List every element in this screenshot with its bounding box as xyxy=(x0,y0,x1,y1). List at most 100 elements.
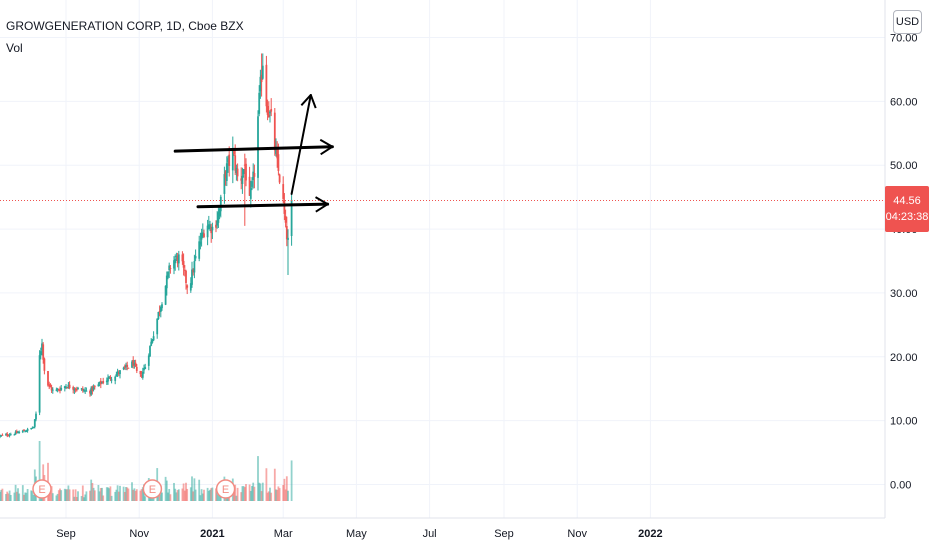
volume-bar xyxy=(275,489,277,501)
volume-bar xyxy=(141,487,144,501)
volume-bar xyxy=(132,489,135,501)
candle xyxy=(260,53,263,97)
candle xyxy=(201,223,204,238)
candle xyxy=(216,211,219,229)
volume-bar xyxy=(191,476,193,501)
volume-indicator-label[interactable]: Vol xyxy=(6,41,23,55)
volume-bar xyxy=(283,478,286,501)
candle xyxy=(175,252,178,262)
volume-bar xyxy=(193,478,196,501)
volume-bar xyxy=(161,492,163,501)
currency-button[interactable]: USD xyxy=(893,10,922,34)
candle xyxy=(57,388,60,392)
volume-bar xyxy=(25,492,28,501)
candle xyxy=(23,429,25,432)
candle xyxy=(74,387,77,393)
y-tick-label: 10.00 xyxy=(890,416,918,428)
volume-bar xyxy=(278,488,281,501)
volume-bar xyxy=(177,489,180,501)
candle xyxy=(284,209,287,228)
volume-bar xyxy=(252,482,255,501)
candle xyxy=(141,367,144,380)
trend-drawings[interactable] xyxy=(173,93,334,213)
candle xyxy=(241,167,244,194)
volume-bar xyxy=(32,494,35,501)
volume-bar xyxy=(251,486,253,501)
candle xyxy=(60,385,63,392)
volume-bar xyxy=(81,485,84,501)
candle xyxy=(98,381,101,387)
volume-bar xyxy=(234,484,237,501)
earnings-marker: E xyxy=(215,479,236,499)
last-price-tag: 44.56 04:23:38 xyxy=(885,186,929,232)
candle xyxy=(191,261,193,288)
candle xyxy=(206,219,209,246)
volume-bar xyxy=(109,486,112,501)
candle xyxy=(267,101,270,118)
volume-bar xyxy=(85,491,88,501)
volume-bar xyxy=(24,492,27,501)
volume-bar xyxy=(248,484,251,501)
candle xyxy=(115,371,118,377)
x-tick-label: Sep xyxy=(56,528,76,540)
earnings-marker: E xyxy=(32,479,52,499)
candle xyxy=(251,177,253,191)
volume-bar xyxy=(199,495,202,501)
candle xyxy=(119,370,121,379)
y-tick-label: 50.00 xyxy=(890,160,918,172)
candle xyxy=(159,305,162,318)
candle xyxy=(33,419,36,429)
volume-bar xyxy=(98,491,101,501)
candle xyxy=(217,205,220,228)
volume-bar xyxy=(173,482,175,501)
candle xyxy=(26,427,29,433)
candle xyxy=(167,271,169,280)
volume-bar xyxy=(68,489,71,501)
candle xyxy=(67,382,70,389)
time-axis[interactable]: Sep Nov 2021 Mar May Jul Sep Nov 2022 xyxy=(0,517,885,540)
candle xyxy=(169,265,172,274)
candle xyxy=(258,85,261,117)
candle xyxy=(49,383,52,388)
candle xyxy=(15,429,18,434)
volume-bar xyxy=(185,482,187,501)
candle xyxy=(174,254,177,271)
candle xyxy=(139,370,142,377)
candle xyxy=(39,347,42,360)
candlesticks[interactable] xyxy=(0,53,293,439)
candle xyxy=(110,376,113,384)
candle xyxy=(287,229,289,276)
candle xyxy=(123,364,126,370)
candle xyxy=(249,180,252,208)
volume-bar xyxy=(211,487,214,501)
volume-bar xyxy=(216,488,219,501)
candle xyxy=(66,386,69,389)
volume-bar xyxy=(287,490,289,501)
candle xyxy=(211,222,214,240)
candle xyxy=(107,374,109,385)
volume-bar xyxy=(284,489,287,501)
candle xyxy=(228,146,231,177)
volume-bar xyxy=(174,488,177,501)
candle xyxy=(132,356,135,369)
volume-bar xyxy=(186,488,189,501)
volume-bar xyxy=(119,485,121,501)
candle xyxy=(200,228,203,247)
volume-bar xyxy=(201,493,204,501)
volume-bar xyxy=(30,490,33,501)
volume-bar xyxy=(31,491,34,501)
volume-bar xyxy=(133,488,136,501)
volume-bar xyxy=(282,484,285,501)
x-tick-label: Jul xyxy=(423,528,437,540)
candle xyxy=(9,432,12,436)
candle xyxy=(183,265,186,277)
volume-bar xyxy=(209,489,211,501)
volume-bar xyxy=(92,487,95,501)
candle xyxy=(75,386,78,392)
candle xyxy=(261,53,264,80)
candle xyxy=(24,429,27,433)
horizontal-ray-arrow xyxy=(173,138,334,156)
